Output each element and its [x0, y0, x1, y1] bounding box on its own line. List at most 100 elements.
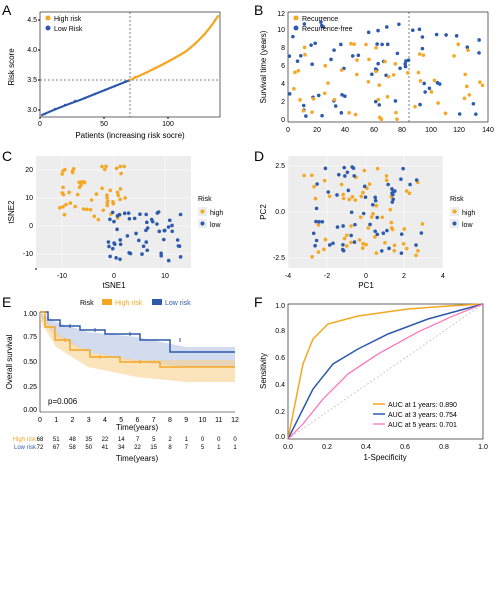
- svg-text:3.0: 3.0: [27, 107, 37, 114]
- svg-text:1.0: 1.0: [275, 303, 285, 310]
- svg-text:Sensitivity: Sensitivity: [259, 353, 268, 389]
- svg-text:Time(years): Time(years): [116, 454, 159, 463]
- svg-text:60: 60: [370, 127, 378, 134]
- svg-text:0: 0: [217, 437, 221, 443]
- svg-text:-2: -2: [324, 273, 330, 280]
- svg-text:11: 11: [215, 417, 222, 424]
- svg-text:p=0.006: p=0.006: [48, 397, 78, 406]
- panel-a-label: A: [2, 2, 11, 18]
- svg-text:high: high: [210, 210, 223, 217]
- svg-text:10: 10: [25, 195, 33, 202]
- svg-text:72: 72: [37, 445, 44, 451]
- svg-text:7: 7: [136, 437, 140, 443]
- svg-text:5: 5: [201, 445, 205, 451]
- svg-text:0.0: 0.0: [275, 209, 285, 216]
- svg-text:140: 140: [482, 127, 494, 134]
- panel-b: B 024681012 020406080100120140 Recurrenc…: [254, 2, 502, 142]
- svg-text:-10: -10: [23, 251, 33, 258]
- svg-text:4: 4: [281, 81, 285, 88]
- svg-text:10: 10: [277, 27, 285, 34]
- svg-text:0: 0: [38, 417, 42, 424]
- svg-text:10: 10: [161, 273, 169, 280]
- panel-d-chart: -4-2024 2.50.0-2.5 PC1 PC2 Risk high low: [254, 148, 502, 288]
- svg-text:2: 2: [402, 273, 406, 280]
- svg-text:8: 8: [168, 417, 172, 424]
- svg-text:0: 0: [286, 127, 290, 134]
- svg-text:Survival time (years): Survival time (years): [259, 30, 268, 103]
- panel-b-label: B: [254, 2, 263, 18]
- svg-text:-10: -10: [57, 273, 67, 280]
- svg-text:Low risk: Low risk: [14, 445, 37, 451]
- svg-text:22: 22: [134, 445, 141, 451]
- svg-text:2: 2: [281, 99, 285, 106]
- svg-text:0.6: 0.6: [275, 355, 285, 362]
- svg-text:AUC at 1 years: 0.890: AUC at 1 years: 0.890: [388, 402, 457, 409]
- svg-text:8: 8: [168, 445, 172, 451]
- svg-text:1.0: 1.0: [478, 444, 488, 451]
- svg-text:0.0: 0.0: [283, 444, 293, 451]
- svg-text:PC2: PC2: [259, 204, 268, 220]
- svg-text:0.6: 0.6: [400, 444, 410, 451]
- svg-text:-4: -4: [285, 273, 291, 280]
- svg-text:High risk: High risk: [54, 16, 82, 23]
- panel-e-label: E: [2, 294, 11, 310]
- svg-text:0.8: 0.8: [275, 328, 285, 335]
- panel-c: C -10010 20100-10 tSNE1 tSNE2 Risk high …: [2, 148, 250, 288]
- svg-text:50: 50: [100, 121, 108, 128]
- svg-text:20: 20: [313, 127, 321, 134]
- svg-text:34: 34: [118, 445, 125, 451]
- svg-text:PC1: PC1: [358, 281, 374, 288]
- svg-text:41: 41: [102, 445, 109, 451]
- svg-text:Risk: Risk: [450, 196, 464, 203]
- svg-text:1: 1: [233, 445, 237, 451]
- svg-text:2.5: 2.5: [275, 163, 285, 170]
- panel-c-chart: -10010 20100-10 tSNE1 tSNE2 Risk high lo…: [2, 148, 250, 288]
- svg-text:-2.5: -2.5: [273, 255, 285, 262]
- svg-text:0: 0: [38, 121, 42, 128]
- svg-text:5: 5: [152, 437, 156, 443]
- svg-text:0.4: 0.4: [275, 382, 285, 389]
- panel-c-label: C: [2, 148, 12, 164]
- svg-text:0.2: 0.2: [275, 409, 285, 416]
- svg-text:0.0: 0.0: [275, 434, 285, 441]
- svg-text:0: 0: [233, 437, 237, 443]
- svg-text:40: 40: [341, 127, 349, 134]
- svg-text:Overall survival: Overall survival: [5, 334, 14, 389]
- panel-e-chart: Risk High risk Low risk 0.000.250.500.75…: [2, 294, 250, 464]
- svg-text:High risk: High risk: [115, 300, 143, 307]
- svg-text:67: 67: [53, 445, 60, 451]
- svg-text:0: 0: [364, 273, 368, 280]
- svg-text:120: 120: [453, 127, 465, 134]
- svg-text:low: low: [210, 222, 221, 229]
- svg-text:0.2: 0.2: [322, 444, 332, 451]
- svg-text:22: 22: [102, 437, 109, 443]
- svg-text:0.50: 0.50: [23, 359, 37, 366]
- panel-a: A 3.03.54.04.5 050100 High risk Low Risk: [2, 2, 250, 142]
- svg-text:80: 80: [398, 127, 406, 134]
- svg-text:tSNE2: tSNE2: [7, 200, 16, 224]
- svg-text:0.75: 0.75: [23, 334, 37, 341]
- svg-text:2: 2: [71, 417, 75, 424]
- svg-text:20: 20: [25, 167, 33, 174]
- svg-text:100: 100: [162, 121, 174, 128]
- svg-text:Low risk: Low risk: [165, 300, 191, 307]
- svg-text:4.0: 4.0: [27, 47, 37, 54]
- panel-e: E Risk High risk Low risk 0.000.250.500.…: [2, 294, 250, 464]
- svg-text:Patients (increasing risk socr: Patients (increasing risk socre): [75, 131, 185, 140]
- svg-text:6: 6: [281, 63, 285, 70]
- svg-text:68: 68: [37, 437, 44, 443]
- svg-text:12: 12: [231, 417, 239, 424]
- svg-text:0: 0: [112, 273, 116, 280]
- panel-a-chart: 3.03.54.04.5 050100 High risk Low Risk P…: [2, 2, 250, 142]
- svg-text:3.5: 3.5: [27, 77, 37, 84]
- svg-text:tSNE1: tSNE1: [102, 281, 126, 288]
- svg-text:10: 10: [199, 417, 207, 424]
- svg-text:Time(years): Time(years): [116, 423, 159, 432]
- svg-text:58: 58: [69, 445, 76, 451]
- svg-text:15: 15: [150, 445, 157, 451]
- svg-text:0: 0: [281, 117, 285, 124]
- svg-text:100: 100: [425, 127, 437, 134]
- panel-b-chart: 024681012 020406080100120140 Recurrence …: [254, 2, 502, 142]
- svg-text:2: 2: [168, 437, 172, 443]
- svg-text:1.00: 1.00: [23, 311, 37, 318]
